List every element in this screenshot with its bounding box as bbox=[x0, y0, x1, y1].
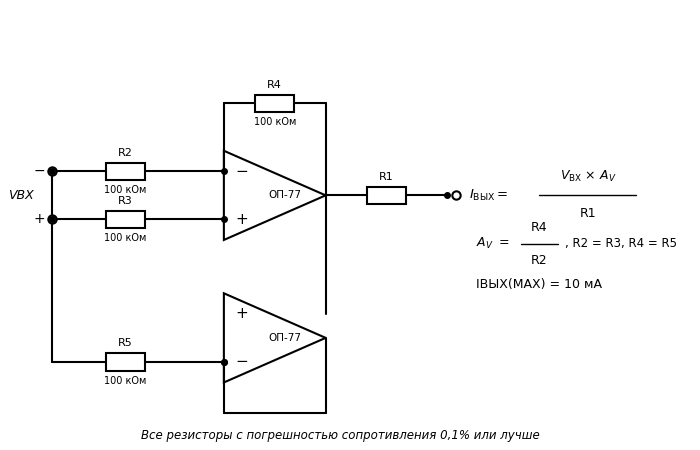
Bar bbox=[367, 187, 406, 204]
Text: R3: R3 bbox=[118, 196, 133, 206]
Text: ОП-77: ОП-77 bbox=[268, 190, 301, 200]
Bar bbox=[106, 162, 145, 180]
Text: +: + bbox=[34, 212, 45, 226]
Text: R1: R1 bbox=[379, 172, 394, 182]
Text: ОП-77: ОП-77 bbox=[268, 333, 301, 343]
Text: −: − bbox=[34, 164, 45, 178]
Text: 100 кОм: 100 кОм bbox=[104, 375, 147, 386]
Text: 100 кОм: 100 кОм bbox=[104, 233, 147, 243]
Bar bbox=[106, 211, 145, 228]
Text: −: − bbox=[235, 355, 248, 369]
Text: 100 кОм: 100 кОм bbox=[104, 185, 147, 195]
Text: R1: R1 bbox=[580, 207, 596, 220]
Text: , R2 = R3, R4 = R5: , R2 = R3, R4 = R5 bbox=[565, 237, 677, 250]
Text: R5: R5 bbox=[118, 338, 133, 348]
Text: R4: R4 bbox=[531, 221, 547, 234]
Text: R2: R2 bbox=[531, 254, 547, 267]
Text: VВХ: VВХ bbox=[8, 189, 34, 202]
Text: R2: R2 bbox=[118, 148, 133, 157]
Text: IВЫХ(MAX) = 10 мА: IВЫХ(MAX) = 10 мА bbox=[477, 278, 603, 291]
Bar bbox=[106, 353, 145, 371]
Text: +: + bbox=[235, 306, 248, 321]
Text: $A_V\ =$: $A_V\ =$ bbox=[477, 236, 510, 252]
Text: $I_{\sf{ВЫХ}}=$: $I_{\sf{ВЫХ}}=$ bbox=[469, 188, 508, 203]
Text: R4: R4 bbox=[267, 80, 282, 90]
Text: Все резисторы с погрешностью сопротивления 0,1% или лучше: Все резисторы с погрешностью сопротивлен… bbox=[141, 429, 540, 442]
Bar bbox=[256, 94, 294, 112]
Text: −: − bbox=[235, 164, 248, 179]
Text: 100 кОм: 100 кОм bbox=[253, 117, 296, 127]
Text: +: + bbox=[235, 212, 248, 227]
Text: $V_{\sf{ВХ}}\ \mathsf{\times}\ A_V$: $V_{\sf{ВХ}}\ \mathsf{\times}\ A_V$ bbox=[559, 169, 616, 184]
